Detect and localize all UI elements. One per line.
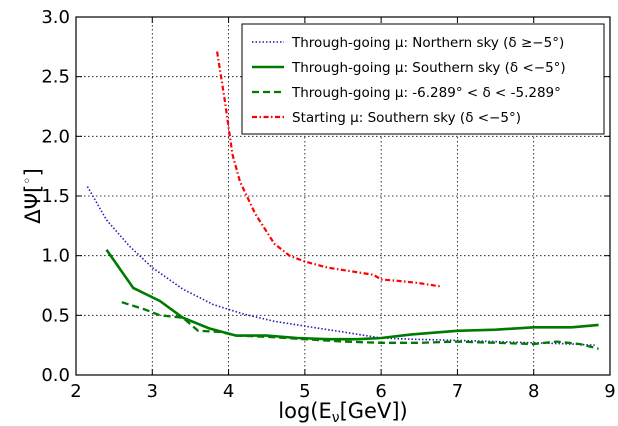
series-line-3 [121,301,599,350]
x-tick-label: 7 [452,381,463,402]
axis-ticks [75,16,611,376]
y-tick-label: 1.5 [41,186,70,207]
tick-labels: 2 3 4 5 6 7 8 9 0.0 0.5 1.0 1.5 2.0 2.5 3.0 [41,7,615,402]
legend-box [241,23,605,135]
x-tick-label: 4 [223,381,234,402]
y-tick-label: 0.5 [41,305,70,326]
y-axis-title: ΔΨ[◦] [20,168,45,224]
x-tick-label: 8 [528,381,539,402]
legend-label-2: Through-going μ: Southern sky (δ <−5°) [291,60,566,76]
x-tick-label: 2 [70,381,81,402]
legend-label-1: Through-going μ: Northern sky (δ ≥−5°) [291,35,564,51]
x-tick-label: 3 [147,381,158,402]
y-tick-label: 0.0 [41,365,70,386]
legend: Through-going μ: Northern sky (δ ≥−5°) Th… [241,23,605,135]
y-tick-label: 2.0 [41,126,70,147]
series-layer [86,51,599,350]
y-tick-label: 1.0 [41,246,70,267]
series-line-2 [105,248,599,341]
x-axis-title: log(Eν[GeV]) [278,399,407,426]
y-tick-label: 2.5 [41,67,70,88]
x-tick-label: 6 [375,381,386,402]
y-tick-label: 3.0 [41,7,70,28]
x-tick-label: 5 [299,381,310,402]
legend-label-3: Through-going μ: -6.289° < δ < -5.289° [291,85,561,101]
x-tick-label: 9 [604,381,615,402]
legend-label-4: Starting μ: Southern sky (δ <−5°) [292,110,521,126]
series-line-1 [86,186,595,346]
